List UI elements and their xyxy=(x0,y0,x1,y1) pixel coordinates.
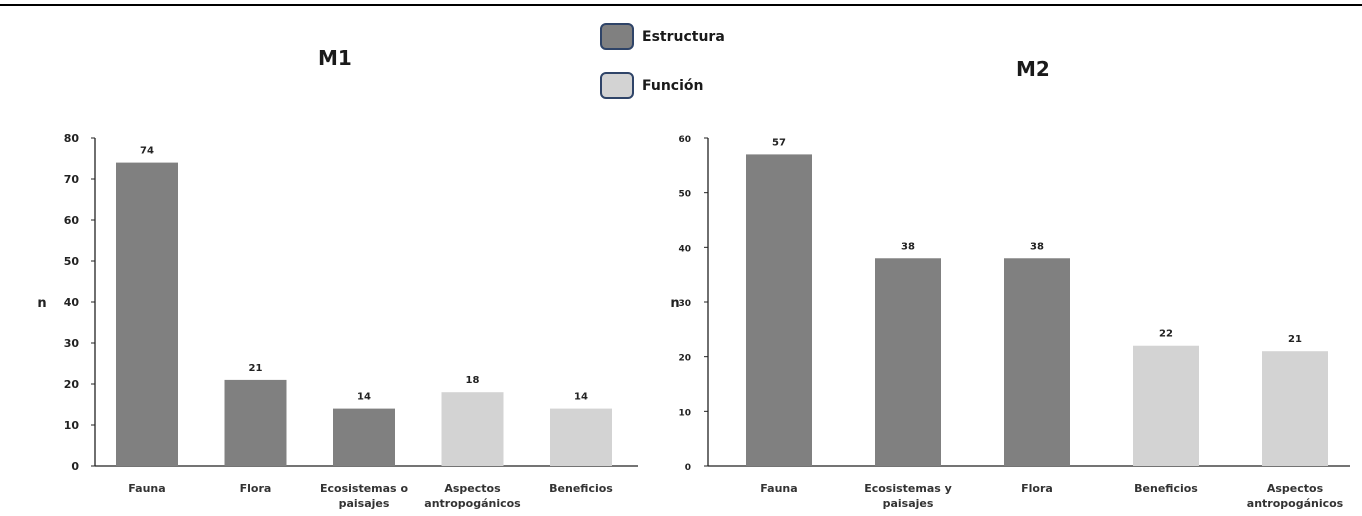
y-tick-label-m1: 0 xyxy=(71,460,79,473)
y-tick-label-m2: 40 xyxy=(678,244,691,254)
bar-m2 xyxy=(1004,258,1070,466)
y-tick-label-m1: 50 xyxy=(64,255,80,268)
y-axis-label-m1: n xyxy=(37,296,46,311)
y-tick-label-m2: 30 xyxy=(678,299,691,309)
y-tick-label-m1: 80 xyxy=(64,132,80,145)
bar-m2 xyxy=(1262,351,1328,466)
legend-swatch-funcion xyxy=(600,72,634,99)
y-tick-label-m2: 50 xyxy=(678,190,691,200)
x-tick-label-m1: Aspectos antropogánicos xyxy=(424,482,521,510)
y-tick-label-m2: 60 xyxy=(678,135,691,145)
bar-m2 xyxy=(1133,345,1199,466)
data-label-m2: 21 xyxy=(1288,334,1302,345)
x-tick-label-m2: Aspectos antropogánicos xyxy=(1247,482,1344,510)
top-divider-line xyxy=(0,4,1362,6)
data-label-m1: 74 xyxy=(140,146,154,157)
y-tick-label-m1: 20 xyxy=(64,378,80,391)
legend-swatch-estructura xyxy=(600,23,634,50)
y-tick-label-m2: 10 xyxy=(678,408,691,418)
y-axis-label-m2: n xyxy=(670,296,679,311)
data-label-m2: 57 xyxy=(772,137,786,148)
chart-title-m1: M1 xyxy=(318,46,352,70)
x-tick-label-m1: Fauna xyxy=(128,482,165,495)
y-tick-label-m2: 20 xyxy=(678,354,691,364)
data-label-m2: 22 xyxy=(1159,329,1173,340)
legend-item-funcion: Función xyxy=(600,72,703,99)
bar-m1 xyxy=(441,392,504,466)
y-tick-label-m1: 10 xyxy=(64,419,80,432)
chart-title-m2: M2 xyxy=(1016,57,1050,81)
data-label-m1: 14 xyxy=(357,392,371,403)
bar-m1 xyxy=(550,408,612,466)
y-tick-label-m1: 30 xyxy=(64,337,80,350)
y-tick-label-m1: 70 xyxy=(64,173,80,186)
x-tick-label-m2: Beneficios xyxy=(1134,482,1198,495)
legend-label-funcion: Función xyxy=(642,77,704,94)
x-tick-label-m1: Ecosistemas o paisajes xyxy=(320,482,408,510)
y-tick-label-m1: 40 xyxy=(64,296,80,309)
legend-label-estructura: Estructura xyxy=(642,28,725,45)
bar-m1 xyxy=(224,379,287,466)
x-tick-label-m2: Fauna xyxy=(760,482,797,495)
data-label-m2: 38 xyxy=(901,241,915,252)
data-label-m1: 14 xyxy=(574,392,588,403)
x-tick-label-m1: Flora xyxy=(240,482,272,495)
bar-m2 xyxy=(875,258,941,466)
data-label-m2: 38 xyxy=(1030,241,1044,252)
bar-m2 xyxy=(746,154,812,466)
legend-item-estructura: Estructura xyxy=(600,23,725,50)
data-label-m1: 21 xyxy=(249,363,263,374)
bar-m1 xyxy=(116,162,178,466)
x-tick-label-m2: Ecosistemas y paisajes xyxy=(864,482,952,510)
y-tick-label-m2: 0 xyxy=(685,463,691,473)
y-tick-label-m1: 60 xyxy=(64,214,80,227)
data-label-m1: 18 xyxy=(466,375,480,386)
bar-m1 xyxy=(333,408,395,466)
x-tick-label-m1: Beneficios xyxy=(549,482,613,495)
x-tick-label-m2: Flora xyxy=(1021,482,1053,495)
